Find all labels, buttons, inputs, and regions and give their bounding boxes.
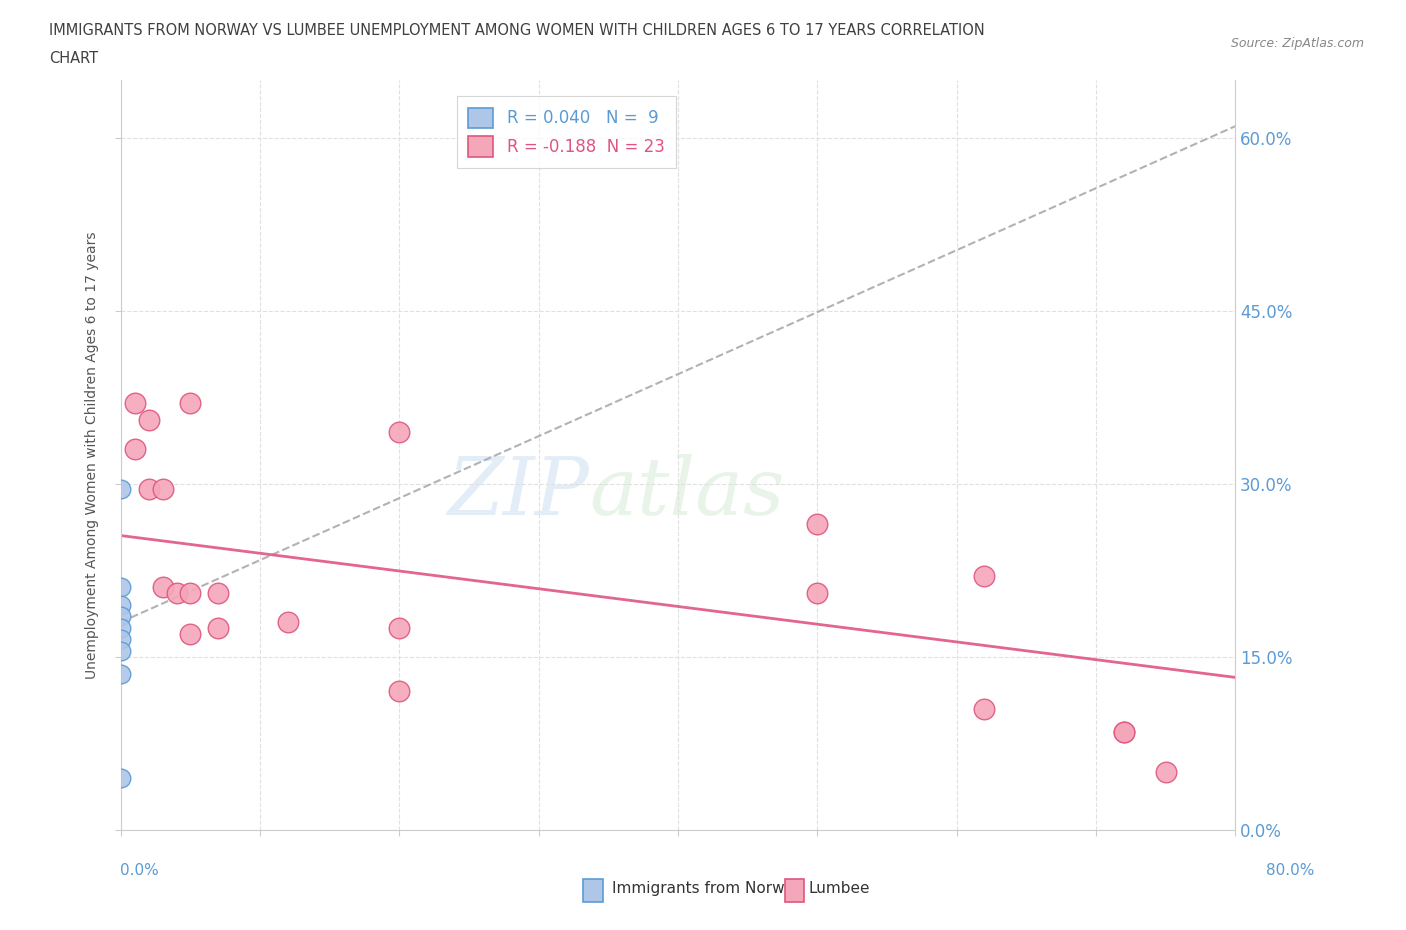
Point (207, 620, 229, 635)
Point (166, 586, 188, 601)
Point (110, 644, 132, 658)
Point (806, 586, 828, 601)
Text: Source: ZipAtlas.com: Source: ZipAtlas.com (1230, 37, 1364, 50)
Point (110, 597, 132, 612)
Point (277, 615, 299, 630)
Point (138, 482, 160, 497)
Y-axis label: Unemployment Among Women with Children Ages 6 to 17 years: Unemployment Among Women with Children A… (86, 231, 100, 679)
Point (388, 620, 411, 635)
Text: Immigrants from Norway: Immigrants from Norway (612, 881, 803, 896)
Point (1112, 724, 1135, 739)
Text: 80.0%: 80.0% (1267, 863, 1315, 878)
Point (973, 701, 995, 716)
Text: atlas: atlas (589, 454, 785, 531)
Point (110, 482, 132, 497)
Point (179, 626, 201, 641)
Point (207, 586, 229, 601)
Text: IMMIGRANTS FROM NORWAY VS LUMBEE UNEMPLOYMENT AMONG WOMEN WITH CHILDREN AGES 6 T: IMMIGRANTS FROM NORWAY VS LUMBEE UNEMPLO… (49, 23, 986, 38)
Text: CHART: CHART (49, 51, 98, 66)
Text: ZIP: ZIP (447, 454, 589, 531)
Text: Lumbee: Lumbee (808, 881, 870, 896)
Point (110, 770, 132, 785)
Point (110, 609, 132, 624)
Point (110, 667, 132, 682)
Point (388, 424, 411, 439)
Point (179, 586, 201, 601)
Point (179, 395, 201, 410)
Point (388, 684, 411, 698)
Point (1154, 764, 1177, 779)
Point (1112, 724, 1135, 739)
Point (124, 442, 146, 457)
Point (806, 516, 828, 531)
Point (152, 482, 174, 497)
Point (110, 631, 132, 646)
Point (138, 413, 160, 428)
Legend: R = 0.040   N =  9, R = -0.188  N = 23: R = 0.040 N = 9, R = -0.188 N = 23 (457, 96, 676, 168)
Point (973, 568, 995, 583)
Text: 0.0%: 0.0% (120, 863, 159, 878)
Point (110, 620, 132, 635)
Point (152, 580, 174, 595)
Point (110, 580, 132, 595)
Point (124, 395, 146, 410)
